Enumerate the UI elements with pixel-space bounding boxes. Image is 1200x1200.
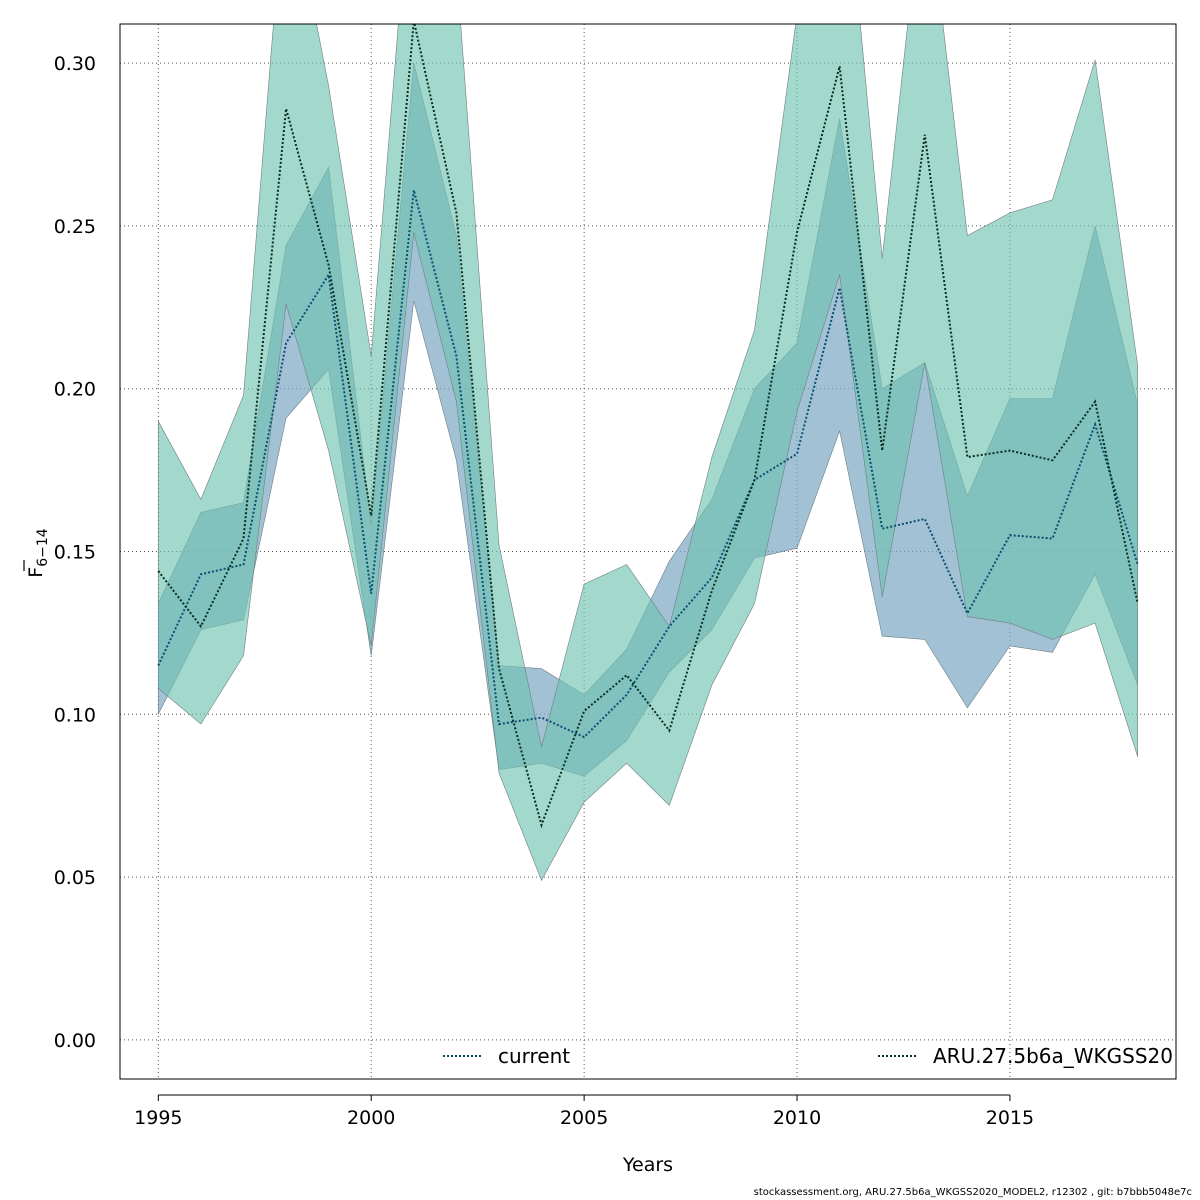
x-tick-label: 1995 [134,1107,182,1129]
y-tick-label: 0.10 [54,704,96,726]
x-axis-title: Years [622,1154,673,1176]
x-tick-label: 2005 [560,1107,608,1129]
y-tick-label: 0.05 [54,867,96,889]
series-line-2 [157,24,1139,829]
y-tick-label: 0.15 [54,542,96,564]
y-tick-label: 0.20 [54,379,96,401]
y-axis: 0.00 0.05 0.10 0.15 0.20 0.25 0.30 [54,53,96,1052]
confidence-bands [158,24,1138,882]
legend-label: ARU.27.5b6a_WKGSS20 [933,1044,1173,1068]
series-line-1 [157,189,1139,739]
plot-frame [119,23,1177,1080]
y-tick-label: 0.25 [54,216,96,238]
y-tick-label: 0.00 [54,1030,96,1052]
y-axis-title-text: F6−14 [25,528,51,577]
y-axis-title: F6−14 [23,528,51,578]
confidence-band-2 [158,24,1138,882]
x-tick-label: 2000 [347,1107,395,1129]
x-tick-label: 2010 [773,1107,821,1129]
footer-caption: stockassessment.org, ARU.27.5b6a_WKGSS20… [753,1187,1192,1198]
legend: current ARU.27.5b6a_WKGSS20 [443,1044,1173,1068]
legend-label: current [498,1044,570,1068]
y-tick-label: 0.30 [54,53,96,75]
x-tick-label: 2015 [986,1107,1034,1129]
x-axis: 1995 2000 2005 2010 2015 [134,1094,1034,1129]
series-lines [157,24,1139,829]
